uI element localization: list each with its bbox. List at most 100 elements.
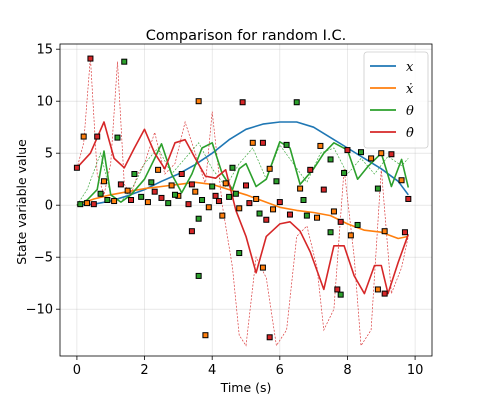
scatter-point <box>320 186 327 193</box>
x-tick-label: 10 <box>407 363 424 378</box>
scatter-point <box>297 185 304 192</box>
chart-title: Comparison for random I.C. <box>146 28 346 44</box>
y-tick-label: 5 <box>45 147 53 162</box>
y-tick-label: 0 <box>45 199 53 214</box>
scatter-point <box>341 169 348 176</box>
scatter-point <box>273 178 280 185</box>
scatter-point <box>226 193 233 200</box>
scatter-point <box>337 218 344 225</box>
scatter-point <box>178 171 185 177</box>
scatter-point <box>192 188 199 195</box>
scatter-point <box>158 194 165 201</box>
scatter-point <box>232 190 239 197</box>
series-line-theta_dot <box>76 121 410 295</box>
scatter-point <box>381 228 388 235</box>
scatter-point <box>347 232 354 239</box>
scatter-point <box>209 183 216 190</box>
y-tick-label: 10 <box>36 95 53 110</box>
x-tick-label: 2 <box>140 363 148 378</box>
scatter-point <box>202 332 209 339</box>
scatter-point <box>84 200 91 207</box>
scatter-point <box>243 182 249 189</box>
x-tick-label: 8 <box>343 363 351 378</box>
scatter-point <box>155 166 162 173</box>
scatter-point <box>104 197 111 203</box>
x-tick-label: 6 <box>276 363 284 378</box>
scatter-point <box>219 212 226 219</box>
scatter-point <box>293 99 300 106</box>
scatter-point <box>259 139 266 146</box>
x-axis-label: Time (s) <box>220 380 272 395</box>
scatter-point <box>165 200 172 207</box>
scatter-point <box>144 199 151 206</box>
legend-label-x_dot: ẋ <box>406 82 414 97</box>
scatter-point <box>354 221 361 228</box>
y-tick-label: 15 <box>36 43 53 58</box>
scatter-point <box>138 193 145 200</box>
scatter-point <box>171 191 178 198</box>
scatter-point <box>330 208 337 215</box>
scatter-point <box>381 290 388 297</box>
series-line-x_dot <box>76 181 409 240</box>
scatter-point <box>188 228 195 235</box>
scatter-point <box>236 250 243 257</box>
scatter-point <box>259 264 266 271</box>
scatter-point <box>256 210 263 217</box>
scatter-point <box>73 164 80 171</box>
scatter-point <box>77 201 84 208</box>
scatter-point <box>398 177 405 184</box>
scatter-point <box>263 216 270 223</box>
x-axis-ticks: 0 2 4 6 8 10 <box>73 356 424 378</box>
scatter-point <box>327 229 334 236</box>
scatter-point <box>195 272 202 279</box>
scatter-point <box>128 197 135 203</box>
scatter-point <box>185 201 192 208</box>
scatter-point <box>337 291 344 298</box>
scatter-point <box>114 134 121 141</box>
legend: xẋθ θ̇ <box>363 51 429 149</box>
scatter-point <box>378 150 385 157</box>
scatter-point <box>205 204 212 211</box>
scatter-point <box>303 212 310 219</box>
y-axis-ticks: −10 −5 0 5 10 15 <box>26 43 60 318</box>
scatter-point <box>283 141 290 148</box>
y-tick-label: −10 <box>26 303 53 318</box>
scatter-point <box>188 181 195 188</box>
scatter-point <box>117 181 124 188</box>
scatter-point <box>195 98 202 105</box>
scatter-point <box>357 149 364 156</box>
scatter-point <box>334 286 341 293</box>
scatter-point <box>195 215 202 222</box>
scatter-point <box>80 133 87 140</box>
scatter-point <box>300 197 307 203</box>
scatter-point <box>253 195 260 202</box>
legend-label-x: x <box>406 60 414 75</box>
scatter-point <box>94 133 101 140</box>
scatter-point <box>97 190 104 197</box>
scatter-point <box>344 147 351 154</box>
scatter-point <box>270 206 277 213</box>
scatter-point <box>199 197 206 203</box>
scatter-point <box>131 171 138 177</box>
scatter-point <box>246 200 253 207</box>
scatter-point <box>368 155 375 162</box>
dashed-reference-line <box>76 57 409 347</box>
scatter-point <box>111 198 118 205</box>
scatter-point <box>249 139 256 146</box>
scatter-point <box>87 55 94 62</box>
legend-box <box>363 51 429 149</box>
legend-label-theta_dot: θ̇ <box>406 126 414 141</box>
x-tick-label: 0 <box>73 363 81 378</box>
scatter-point <box>215 198 222 205</box>
scatter-point <box>168 182 175 189</box>
scatter-point <box>266 334 273 341</box>
scatter-point <box>236 205 243 212</box>
scatter-point <box>212 192 219 199</box>
scatter-point <box>121 58 128 65</box>
scatter-point <box>286 211 293 218</box>
scatter-point <box>374 185 381 192</box>
scatter-point <box>374 286 381 293</box>
scatter-point <box>314 214 321 221</box>
scatter-point <box>124 187 131 194</box>
